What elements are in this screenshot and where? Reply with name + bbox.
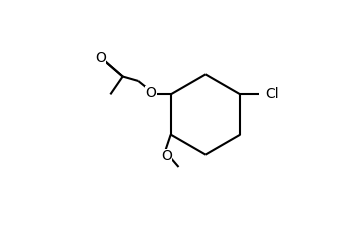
Text: O: O [146,86,157,100]
Text: Cl: Cl [265,87,279,101]
Text: O: O [161,149,172,163]
Text: O: O [95,51,106,65]
